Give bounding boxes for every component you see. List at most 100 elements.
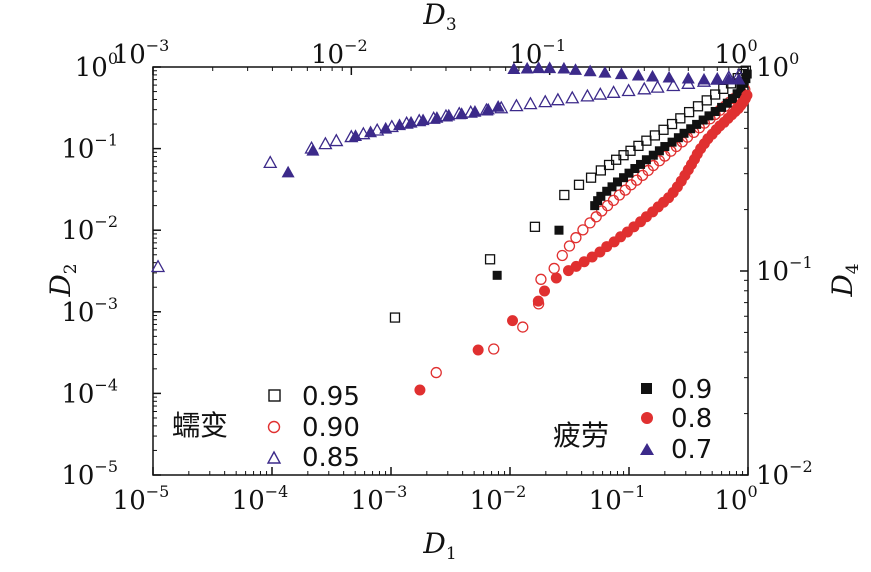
data-point [648,150,658,160]
right-axis-tick-label: 10−1 [756,253,813,287]
data-point [593,86,608,100]
series-0.8-疲劳 [414,89,753,396]
data-point [606,85,621,98]
data-point [704,111,714,121]
data-point [430,111,444,123]
data-point [559,189,570,201]
data-point [681,71,695,84]
data-point [590,211,602,223]
bottom-axis-tick-label: 10−2 [470,482,527,516]
data-point [569,63,583,75]
data-point [543,61,557,74]
legend-fatigue-marker-0 [641,383,652,394]
data-point [430,366,442,379]
right-axis-title: D4 [826,263,863,297]
data-point [710,72,724,85]
data-point [666,78,681,92]
data-point [580,88,595,102]
data-point [318,136,333,150]
data-point [732,89,742,99]
data-point [585,172,597,183]
left-axis-tick-label: 100 [75,49,118,83]
data-point [384,119,399,133]
bottom-axis-title: D1 [422,527,456,564]
data-point [329,133,344,147]
data-point [563,240,576,252]
data-point [364,125,378,138]
data-point [666,118,678,130]
data-point [641,135,652,146]
data-point [641,155,651,165]
data-point [586,251,598,263]
data-point [573,179,585,190]
data-point [675,113,686,124]
data-point [732,72,746,85]
data-point [550,92,565,106]
data-point [619,173,629,183]
data-point [679,128,689,138]
series-0.95-蠕变 [389,65,752,323]
data-point [646,69,660,82]
data-point [455,107,469,119]
data-point [556,249,568,262]
series-layer [150,61,753,396]
data-point [630,164,640,174]
data-point [683,106,695,118]
legend-fatigue-label-1: 0.8 [671,404,712,434]
data-point [416,113,430,126]
data-point [532,61,546,74]
data-point [565,90,580,104]
data-point [736,83,746,93]
data-point [667,137,677,147]
data-point [692,119,702,129]
data-point [472,344,484,356]
data-point [150,259,166,273]
data-point [742,69,752,79]
data-point [529,221,541,232]
data-point [554,225,564,235]
data-point [741,74,751,84]
left-axis-tick-label: 10−1 [61,131,118,165]
left-axis-title: D2 [44,263,81,297]
data-point [570,232,582,244]
data-point [488,343,500,355]
bottom-axis-tick-label: 10−1 [589,482,646,516]
data-point [612,177,622,187]
data-point [491,100,505,112]
data-point [570,260,582,272]
data-point [701,95,712,106]
data-point [636,159,646,169]
right-axis-tick-label: 100 [756,49,799,83]
data-point [698,115,708,125]
data-point [393,118,407,131]
left-axis-tick-label: 10−3 [61,294,118,328]
data-point [692,101,704,112]
data-point [650,79,665,93]
data-point [722,98,732,108]
data-point [468,105,482,117]
legend-creep: 蠕变 0.95 0.90 0.85 [172,382,360,473]
legend-fatigue-label-2: 0.7 [671,435,712,465]
bottom-axis-tick-label: 10−5 [113,482,170,516]
data-point [509,98,524,112]
data-point [481,102,495,115]
data-point [717,102,727,112]
data-point [404,115,418,128]
legend-fatigue-label-0: 0.9 [671,375,712,405]
data-point [673,133,683,143]
data-point [633,140,644,152]
data-point [710,89,721,100]
top-axis-tick-label: 10−2 [311,36,368,70]
legend-fatigue-marker-2 [640,443,654,455]
data-point [523,96,538,110]
left-axis-tick-label: 10−4 [61,375,118,409]
data-point [637,81,652,95]
legend-creep-label-0: 0.95 [302,382,360,412]
data-point [621,83,636,97]
bottom-axis-tick-label: 100 [714,482,757,516]
data-point [741,89,753,101]
right-axis-tick-label: 10−2 [756,457,813,491]
data-point [602,186,612,196]
data-point [662,70,676,83]
data-point [539,285,551,297]
